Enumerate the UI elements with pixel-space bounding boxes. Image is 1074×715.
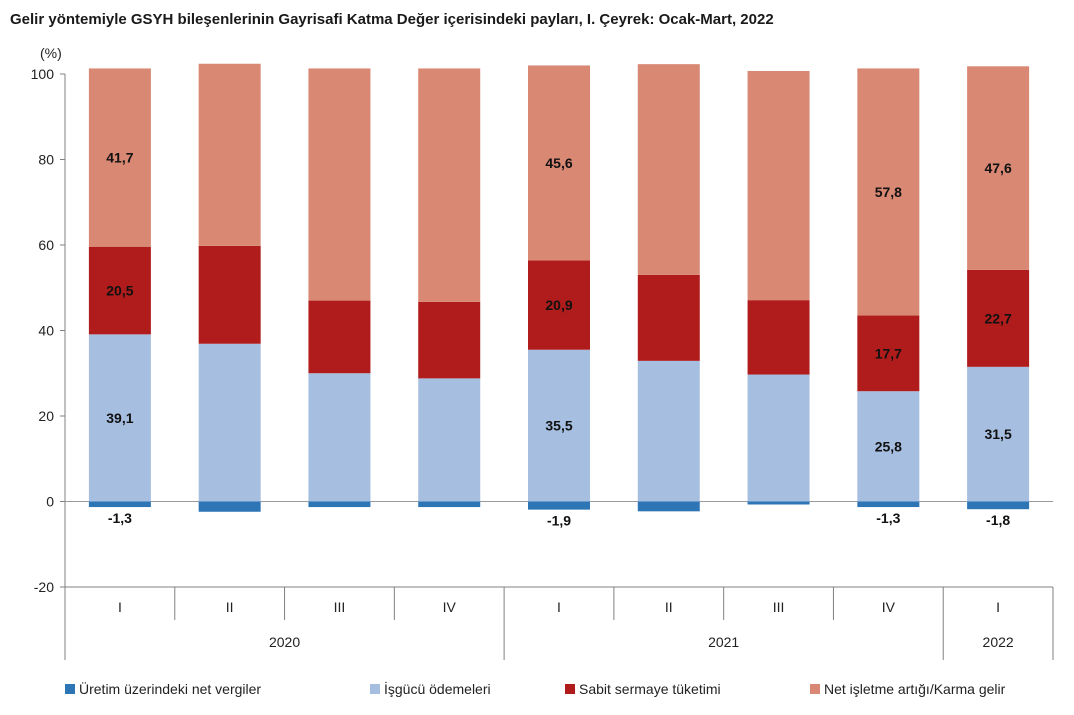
- legend-label-labor: İşgücü ödemeleri: [384, 681, 491, 697]
- data-label: -1,8: [986, 512, 1010, 528]
- data-label: 25,8: [875, 438, 902, 454]
- bar-segment: [198, 343, 261, 502]
- x-year-label: 2022: [983, 634, 1014, 650]
- bar-segment: [857, 68, 920, 316]
- bar-segment: [857, 391, 920, 502]
- data-label: 57,8: [875, 184, 902, 200]
- data-label: -1,3: [876, 510, 900, 526]
- y-axis-unit: (%): [40, 45, 62, 61]
- data-label: 35,5: [545, 418, 572, 434]
- y-tick-label: 20: [38, 408, 54, 424]
- x-year-label: 2021: [708, 634, 739, 650]
- legend-item-capital: Sabit sermaye tüketimi: [565, 681, 810, 697]
- bar-segment: [308, 68, 371, 301]
- bar-segment: [967, 66, 1030, 270]
- bar-segment: [88, 246, 151, 335]
- bar-segment: [637, 64, 700, 275]
- bar-segment: [308, 373, 371, 502]
- data-label: 41,7: [106, 150, 133, 166]
- bar-segment: [747, 300, 810, 375]
- y-tick-label: 80: [38, 152, 54, 168]
- bar-segment: [967, 501, 1030, 510]
- bar-segment: [747, 501, 810, 505]
- legend-swatch-operating: [810, 684, 820, 694]
- y-tick-label: 60: [38, 237, 54, 253]
- legend-item-labor: İşgücü ödemeleri: [370, 681, 565, 697]
- x-year-label: 2020: [269, 634, 300, 650]
- bar-segment: [418, 378, 481, 502]
- x-category-label: II: [665, 599, 673, 615]
- data-label: -1,9: [547, 513, 571, 529]
- bar-segment: [198, 501, 261, 512]
- data-label: -1,3: [108, 510, 132, 526]
- chart-legend: Üretim üzerindeki net vergiler İşgücü öd…: [65, 681, 1005, 697]
- y-tick-label: 40: [38, 323, 54, 339]
- data-label: 31,5: [984, 426, 1011, 442]
- legend-item-taxes: Üretim üzerindeki net vergiler: [65, 681, 370, 697]
- bar-segment: [528, 349, 590, 502]
- x-category-label: IV: [443, 599, 457, 615]
- x-category-label: III: [773, 599, 785, 615]
- data-label: 20,5: [106, 283, 133, 299]
- bar-segment: [308, 501, 371, 508]
- bar-segment: [88, 501, 151, 508]
- chart-title: Gelir yöntemiyle GSYH bileşenlerinin Gay…: [10, 11, 774, 28]
- bar-segment: [637, 360, 700, 502]
- bar-segment: [857, 315, 920, 392]
- bar-segment: [198, 245, 261, 344]
- bar-segment: [747, 374, 810, 502]
- bar-segment: [857, 501, 920, 508]
- y-tick-label: -20: [34, 579, 54, 595]
- data-label: 17,7: [875, 345, 902, 361]
- data-label: 45,6: [545, 155, 572, 171]
- bar-segment: [528, 260, 590, 350]
- x-category-label: III: [334, 599, 346, 615]
- legend-label-capital: Sabit sermaye tüketimi: [579, 681, 721, 697]
- bar-segment: [88, 334, 151, 502]
- bar-segment: [637, 501, 700, 512]
- bar-segment: [418, 501, 481, 508]
- data-label: 20,9: [545, 297, 572, 313]
- bar-segment: [418, 68, 481, 302]
- x-category-label: IV: [882, 599, 896, 615]
- bar-segment: [967, 366, 1030, 502]
- data-label: 22,7: [984, 310, 1011, 326]
- bar-segment: [418, 301, 481, 379]
- y-tick-label: 100: [31, 66, 55, 82]
- bar-segment: [637, 274, 700, 361]
- legend-label-taxes: Üretim üzerindeki net vergiler: [79, 681, 262, 697]
- x-category-label: I: [118, 599, 122, 615]
- bar-segment: [88, 68, 151, 247]
- bar-segment: [308, 300, 371, 374]
- bar-segment: [967, 269, 1030, 367]
- bar-segment: [198, 63, 261, 246]
- legend-swatch-labor: [370, 684, 380, 694]
- legend-label-operating: Net işletme artığı/Karma gelir: [824, 681, 1006, 697]
- bar-segment: [528, 501, 590, 510]
- bar-segment: [528, 65, 590, 261]
- x-category-label: I: [557, 599, 561, 615]
- x-category-label: II: [226, 599, 234, 615]
- legend-item-operating: Net işletme artığı/Karma gelir: [810, 681, 1005, 697]
- legend-swatch-capital: [565, 684, 575, 694]
- legend-swatch-taxes: [65, 684, 75, 694]
- x-category-label: I: [996, 599, 1000, 615]
- y-tick-label: 0: [46, 494, 54, 510]
- data-label: 39,1: [106, 410, 133, 426]
- bar-segment: [747, 71, 810, 301]
- data-label: 47,6: [984, 160, 1011, 176]
